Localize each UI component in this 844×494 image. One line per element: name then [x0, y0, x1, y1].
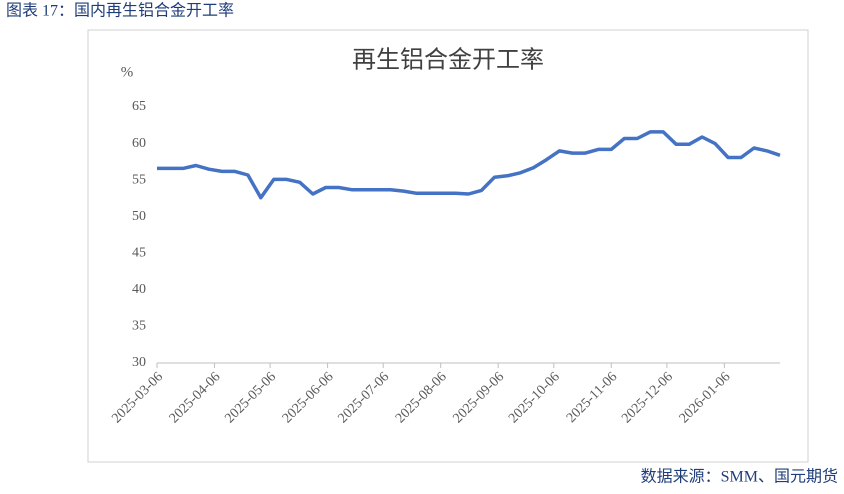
- y-axis-label: %: [121, 64, 134, 80]
- page-title: 图表 17：国内再生铝合金开工率: [6, 2, 234, 20]
- y-tick-label: 35: [132, 319, 146, 334]
- y-tick-label: 50: [132, 209, 146, 224]
- y-tick-label: 40: [132, 282, 146, 297]
- y-tick-label: 55: [132, 172, 146, 187]
- chart-title: 再生铝合金开工率: [352, 47, 544, 74]
- y-tick-label: 30: [132, 355, 146, 370]
- y-tick-label: 65: [132, 99, 146, 114]
- data-line: [157, 130, 781, 200]
- y-tick-label: 60: [132, 136, 146, 151]
- source-note: 数据来源：SMM、国元期货: [641, 468, 838, 486]
- y-tick-label: 45: [132, 246, 146, 261]
- chart-frame: [87, 29, 809, 463]
